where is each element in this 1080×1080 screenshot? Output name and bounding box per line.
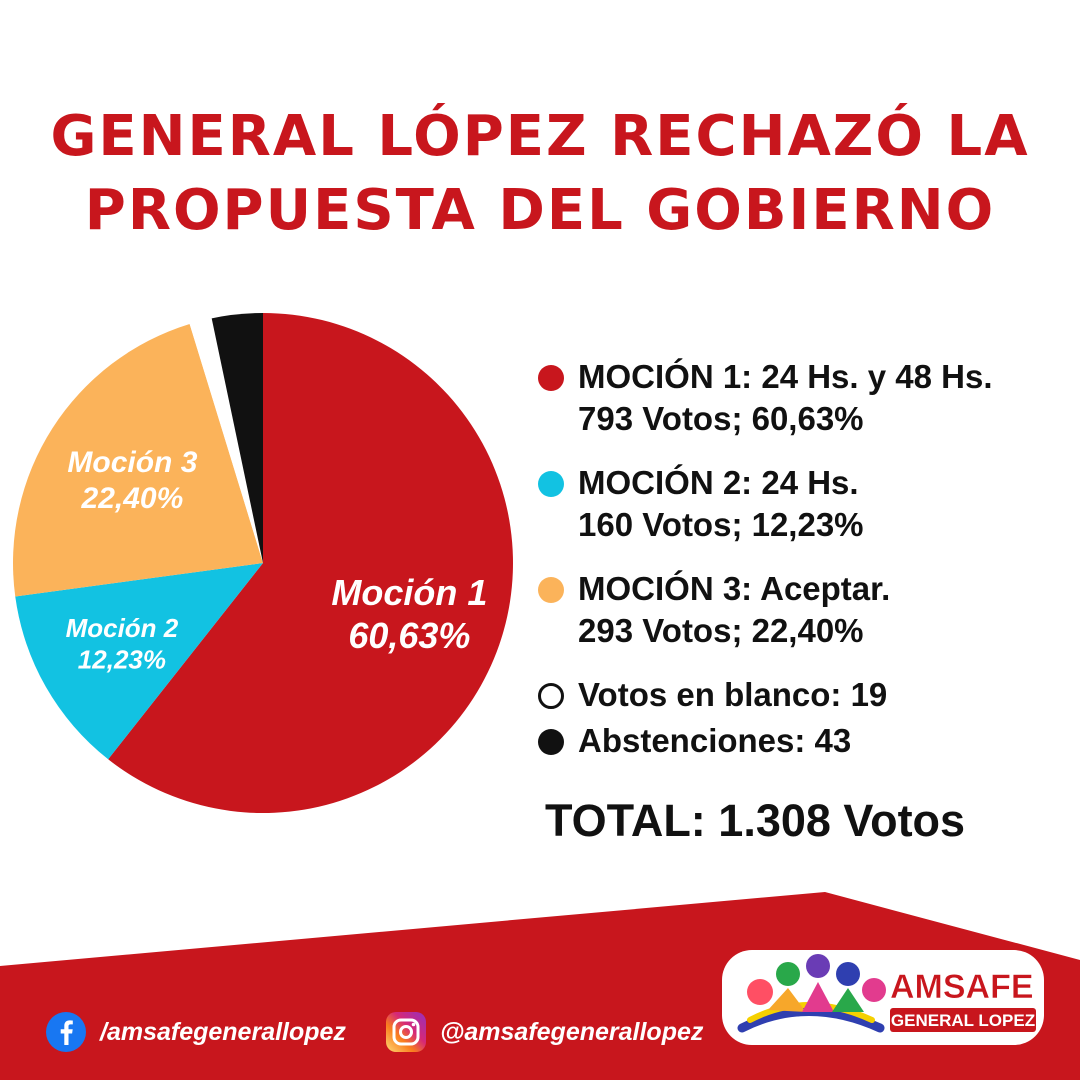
legend-label: Abstenciones: 43 bbox=[578, 722, 852, 759]
pie-chart: Moción 160,63% Moción 212,23% Moción 322,4… bbox=[13, 313, 513, 813]
pie-label-name-1: Moción 2 bbox=[66, 613, 179, 643]
legend-item-mocion-1: MOCIÓN 1: 24 Hs. y 48 Hs. 793 Votos; 60,… bbox=[538, 356, 1068, 440]
pie-label-percent-2: 22,40% bbox=[81, 482, 184, 515]
pie-slice-slice-4 bbox=[211, 313, 263, 563]
legend-item-abstentions: Abstenciones: 43 bbox=[538, 720, 1068, 762]
legend-votes: 793 Votos; 60,63% bbox=[578, 400, 864, 437]
facebook-icon bbox=[46, 1012, 86, 1052]
legend-dot-mocion-1 bbox=[538, 365, 564, 391]
chart-legend: MOCIÓN 1: 24 Hs. y 48 Hs. 793 Votos; 60,… bbox=[538, 356, 1068, 762]
pie-slice-moci-n-1 bbox=[108, 313, 513, 813]
pie-label-percent-0: 60,63% bbox=[348, 615, 470, 656]
instagram-link[interactable]: @amsafegenerallopez bbox=[386, 1012, 703, 1052]
legend-item-mocion-3: MOCIÓN 3: Aceptar. 293 Votos; 22,40% bbox=[538, 568, 1068, 652]
legend-label: MOCIÓN 3: Aceptar. bbox=[578, 570, 891, 607]
legend-label: MOCIÓN 1: 24 Hs. y 48 Hs. bbox=[578, 358, 993, 395]
legend-item-blank-votes: Votos en blanco: 19 bbox=[538, 674, 1068, 716]
legend-dot-mocion-2 bbox=[538, 471, 564, 497]
legend-dot-blank-votes bbox=[538, 683, 564, 709]
instagram-handle: @amsafegenerallopez bbox=[440, 1017, 704, 1046]
pie-labels: Moción 160,63% Moción 212,23% Moción 322,4… bbox=[66, 446, 488, 674]
amsafe-logo: AMSAFE GENERAL LOPEZ bbox=[722, 950, 1044, 1045]
legend-votes: 293 Votos; 22,40% bbox=[578, 612, 864, 649]
legend-item-mocion-2: MOCIÓN 2: 24 Hs. 160 Votos; 12,23% bbox=[538, 462, 1068, 546]
title-line-1: GENERAL LÓPEZ RECHAZÓ LA bbox=[50, 104, 1030, 169]
facebook-handle: /amsafegenerallopez bbox=[100, 1017, 346, 1046]
pie-slice-moci-n-3 bbox=[13, 324, 263, 597]
pie-slice-moci-n-2 bbox=[15, 563, 264, 760]
legend-label: Votos en blanco: 19 bbox=[578, 676, 888, 713]
legend-dot-mocion-3 bbox=[538, 577, 564, 603]
total-votes: TOTAL: 1.308 Votos bbox=[545, 795, 966, 846]
logo-name: AMSAFE bbox=[890, 968, 1034, 1006]
legend-votes: 160 Votos; 12,23% bbox=[578, 506, 864, 543]
legend-label: MOCIÓN 2: 24 Hs. bbox=[578, 464, 859, 501]
facebook-link[interactable]: /amsafegenerallopez bbox=[46, 1012, 346, 1052]
page-title: GENERAL LÓPEZ RECHAZÓ LA PROPUESTA DEL G… bbox=[0, 100, 1080, 248]
pie-slice-slice-3 bbox=[189, 318, 263, 563]
pie-label-percent-1: 12,23% bbox=[78, 644, 166, 674]
instagram-icon bbox=[386, 1012, 426, 1052]
pie-label-name-2: Moción 3 bbox=[67, 446, 197, 479]
logo-subtitle: GENERAL LOPEZ bbox=[891, 1011, 1035, 1030]
pie-slices bbox=[13, 313, 513, 813]
title-line-2: PROPUESTA DEL GOBIERNO bbox=[84, 178, 996, 243]
pie-label-name-0: Moción 1 bbox=[331, 572, 487, 613]
legend-dot-abstentions bbox=[538, 729, 564, 755]
